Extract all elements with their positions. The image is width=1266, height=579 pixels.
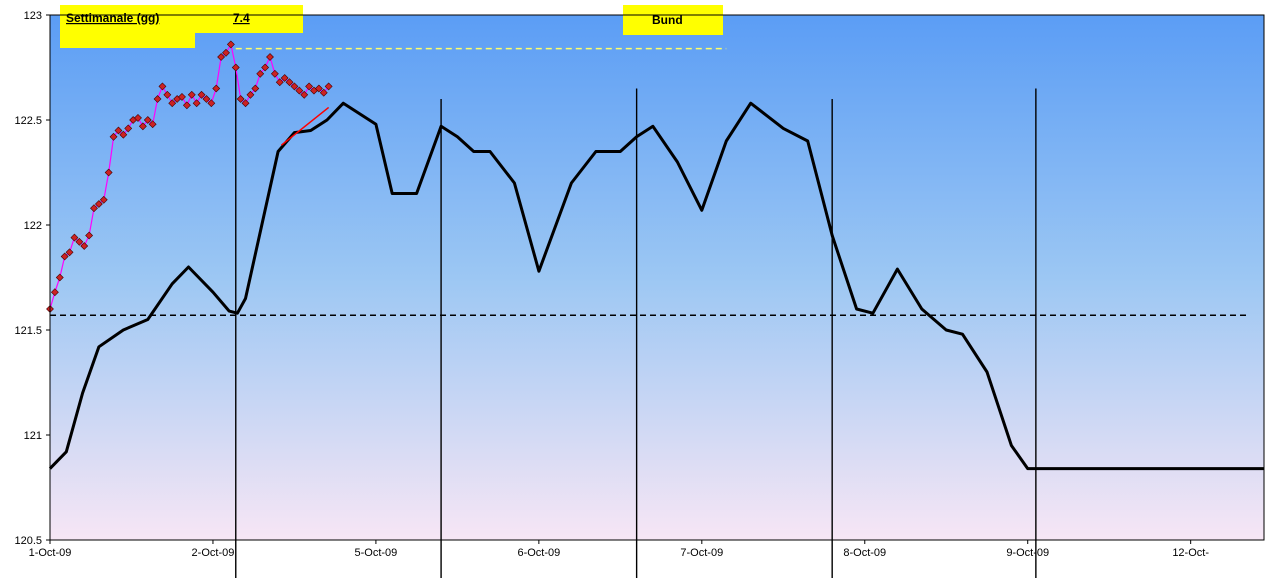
price-point bbox=[143, 116, 152, 124]
price-point bbox=[60, 252, 69, 261]
price-point bbox=[55, 273, 64, 282]
price-point bbox=[217, 53, 226, 61]
x-tick-label: 8-Oct-09 bbox=[843, 547, 886, 559]
price-point bbox=[207, 99, 216, 108]
price-point bbox=[197, 90, 206, 99]
y-tick-label: 122.5 bbox=[14, 115, 42, 127]
price-point bbox=[222, 48, 230, 57]
price-point bbox=[241, 99, 250, 108]
price-point bbox=[261, 63, 270, 72]
price-point bbox=[202, 95, 211, 103]
y-tick-label: 120.5 bbox=[14, 535, 42, 547]
y-tick-label: 121.5 bbox=[14, 325, 42, 337]
price-point bbox=[50, 288, 59, 297]
instrument-box bbox=[623, 5, 723, 35]
price-point bbox=[65, 248, 74, 257]
period-label: Settimanale (gg) bbox=[66, 11, 159, 25]
price-point bbox=[275, 78, 284, 87]
price-point bbox=[75, 237, 84, 246]
price-point bbox=[187, 90, 196, 99]
price-point bbox=[85, 231, 94, 240]
trend-line bbox=[280, 106, 330, 146]
period-value-box bbox=[195, 5, 303, 33]
period-value: 7.4 bbox=[233, 11, 250, 25]
price-point bbox=[226, 40, 235, 49]
y-tick-label: 122 bbox=[24, 220, 42, 232]
price-point bbox=[290, 82, 299, 91]
price-point bbox=[285, 78, 294, 87]
price-point bbox=[104, 168, 113, 177]
price-point bbox=[236, 95, 245, 103]
x-axis: 1-Oct-09 2-Oct-09 5-Oct-09 6-Oct-09 7-Oct-09… bbox=[29, 540, 1209, 559]
price-point bbox=[246, 90, 255, 99]
price-markers bbox=[46, 40, 333, 313]
price-point bbox=[109, 132, 118, 141]
y-axis: 123 122.5 122 121.5 121 120.5 bbox=[14, 10, 50, 547]
x-tick-label: 6-Oct-09 bbox=[517, 547, 560, 559]
price-point bbox=[99, 195, 108, 204]
price-point bbox=[270, 69, 279, 78]
price-point bbox=[168, 99, 177, 108]
price-point bbox=[124, 124, 133, 133]
price-point bbox=[90, 204, 98, 213]
x-tick-label: 1-Oct-09 bbox=[29, 547, 72, 559]
cycle-line bbox=[48, 101, 1264, 471]
price-point bbox=[192, 99, 201, 108]
price-point bbox=[300, 90, 309, 99]
price-point bbox=[295, 86, 304, 95]
price-point bbox=[305, 82, 314, 91]
price-point bbox=[324, 82, 333, 91]
price-point bbox=[80, 242, 89, 250]
price-point bbox=[94, 200, 103, 208]
x-tick-label: 2-Oct-09 bbox=[192, 547, 235, 559]
price-point bbox=[153, 95, 162, 103]
price-point bbox=[212, 84, 221, 93]
y-tick-label: 123 bbox=[24, 10, 42, 22]
period-label-box bbox=[60, 5, 195, 48]
x-tick-label: 12-Oct- bbox=[1172, 547, 1209, 559]
price-point bbox=[158, 82, 167, 91]
x-tick-label: 7-Oct-09 bbox=[680, 547, 723, 559]
price-point bbox=[182, 101, 191, 110]
price-point bbox=[280, 74, 289, 82]
y-tick-label: 121 bbox=[24, 430, 42, 442]
price-point bbox=[148, 120, 157, 129]
price-point bbox=[178, 92, 186, 101]
price-point bbox=[319, 88, 328, 97]
price-point bbox=[138, 122, 147, 131]
instrument-label: Bund bbox=[652, 13, 683, 27]
x-tick-label: 5-Oct-09 bbox=[355, 547, 398, 559]
plot-border bbox=[49, 14, 1265, 541]
price-point bbox=[70, 233, 79, 242]
price-point bbox=[251, 84, 260, 93]
cycle-separators bbox=[235, 67, 1037, 578]
price-point bbox=[314, 84, 323, 93]
plot-background bbox=[50, 15, 1264, 540]
price-point bbox=[119, 130, 128, 139]
x-tick-label: 9-Oct-09 bbox=[1006, 547, 1049, 559]
price-point bbox=[266, 53, 274, 61]
price-point bbox=[134, 113, 142, 122]
price-point bbox=[256, 69, 265, 78]
price-line bbox=[49, 42, 330, 310]
price-point bbox=[114, 126, 123, 135]
price-point bbox=[231, 63, 240, 72]
price-point bbox=[163, 90, 172, 99]
